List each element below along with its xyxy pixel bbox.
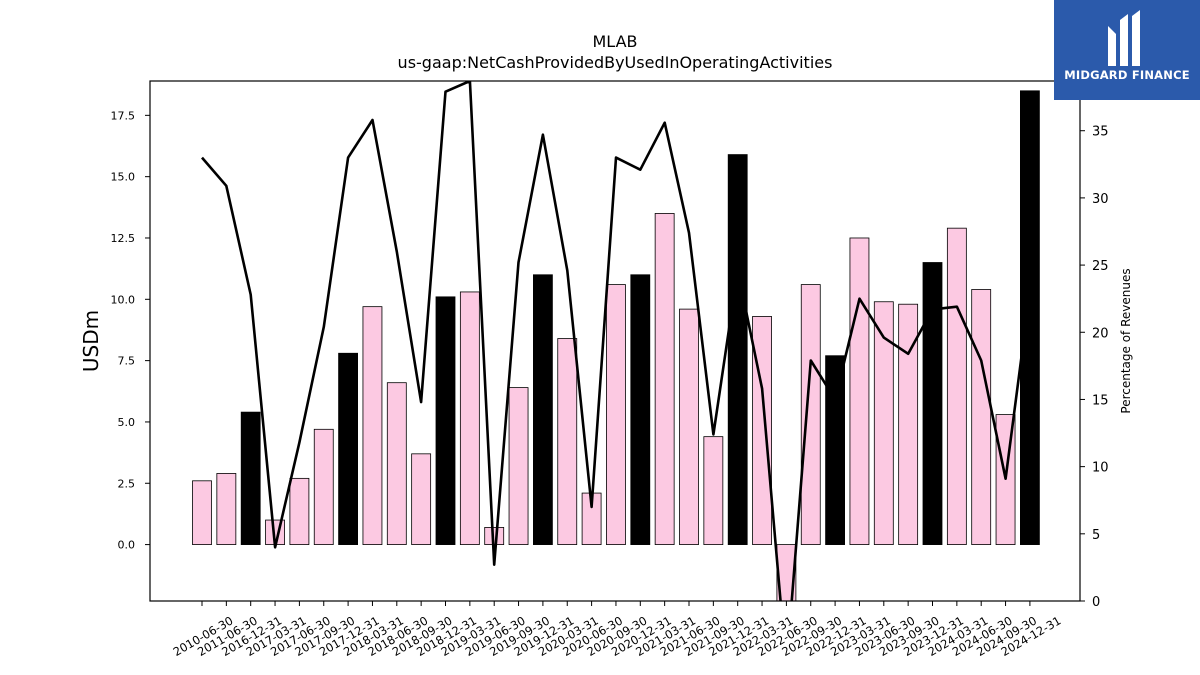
y2-tick-label: 30 bbox=[1092, 192, 1109, 207]
y2-tick-label: 10 bbox=[1092, 461, 1109, 476]
y-tick-label: 10.0 bbox=[111, 293, 136, 306]
y2-tick-label: 15 bbox=[1092, 393, 1109, 408]
bar-2018-06-30 bbox=[386, 382, 407, 545]
bar-2018-12-31 bbox=[435, 296, 456, 545]
bar-2022-06-30 bbox=[776, 544, 797, 601]
bar-2017-12-31 bbox=[338, 352, 359, 545]
y2-tick-label: 0 bbox=[1092, 595, 1100, 610]
bar-2021-06-30 bbox=[679, 308, 699, 545]
chart-title: MLAB bbox=[592, 32, 638, 51]
bar-2024-06-30 bbox=[971, 289, 992, 545]
bar-2020-03-31 bbox=[557, 338, 578, 545]
bar-2010-06-30 bbox=[192, 480, 212, 545]
bar-2019-12-31 bbox=[533, 274, 553, 545]
bar-2018-03-31 bbox=[362, 306, 383, 545]
bar-2021-03-31 bbox=[654, 213, 675, 545]
bar-2022-09-30 bbox=[800, 284, 821, 545]
plot-frame bbox=[149, 80, 1081, 602]
chart-subtitle: us-gaap:NetCashProvidedByUsedInOperating… bbox=[397, 53, 833, 72]
bar-2021-12-31 bbox=[727, 154, 748, 545]
bar-2019-03-31 bbox=[459, 291, 480, 545]
bar-2020-12-31 bbox=[630, 274, 651, 545]
y-tick-label: 5.0 bbox=[118, 416, 136, 429]
bar-2019-09-30 bbox=[508, 387, 529, 545]
bar-2022-03-31 bbox=[752, 316, 772, 545]
brand-logo: MIDGARD FINANCE bbox=[1054, 0, 1200, 100]
logo-text: MIDGARD FINANCE bbox=[1064, 68, 1190, 82]
y2-tick-label: 5 bbox=[1092, 528, 1100, 543]
bar-2023-09-30 bbox=[898, 303, 919, 545]
bar-2023-06-30 bbox=[873, 301, 894, 545]
bar-2024-12-31 bbox=[1020, 90, 1040, 545]
y-tick-label: 2.5 bbox=[118, 477, 136, 490]
bar-2020-09-30 bbox=[606, 284, 626, 545]
revenue-percentage-line bbox=[201, 81, 1032, 601]
logo-mark-icon bbox=[1108, 10, 1140, 66]
bar-2011-06-30 bbox=[216, 473, 237, 545]
y2-axis-label: Percentage of Revenues bbox=[1119, 268, 1133, 413]
y-tick-label: 0.0 bbox=[118, 539, 136, 552]
bar-2016-12-31 bbox=[240, 411, 261, 545]
y-tick-label: 17.5 bbox=[111, 109, 136, 122]
bar-2018-09-30 bbox=[411, 453, 432, 545]
y-tick-label: 15.0 bbox=[111, 171, 136, 184]
bar-2021-09-30 bbox=[703, 436, 724, 545]
bar-2022-12-31 bbox=[825, 355, 845, 545]
bar-2023-12-31 bbox=[922, 262, 943, 545]
bar-2017-06-30 bbox=[289, 477, 310, 545]
bar-2023-03-31 bbox=[849, 237, 870, 545]
y-tick-label: 12.5 bbox=[111, 232, 136, 245]
y2-tick-label: 20 bbox=[1092, 326, 1109, 341]
y2-tick-label: 25 bbox=[1092, 259, 1109, 274]
y2-tick-label: 35 bbox=[1092, 125, 1109, 140]
bar-2017-09-30 bbox=[313, 428, 334, 545]
y-tick-label: 7.5 bbox=[118, 355, 136, 368]
bar-2024-03-31 bbox=[946, 227, 967, 545]
y-axis-label: USDm bbox=[79, 310, 103, 372]
